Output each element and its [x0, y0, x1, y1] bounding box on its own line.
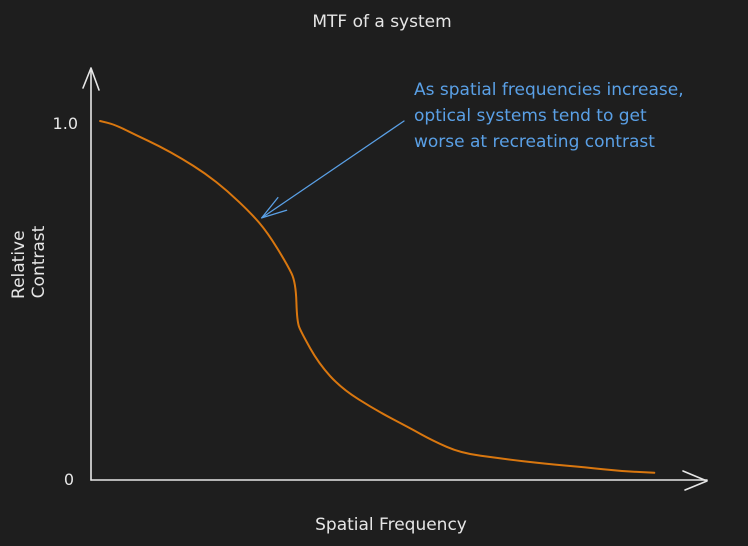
x-axis — [90, 470, 708, 491]
y-axis-label: Relative Contrast — [9, 225, 49, 299]
annotation-arrowhead — [261, 196, 288, 219]
y-axis-label-line-2: Contrast — [29, 225, 49, 298]
y-axis-label-line-1: Relative — [9, 230, 29, 299]
annotation-arrow — [261, 120, 405, 219]
x-axis-label: Spatial Frequency — [315, 515, 467, 535]
annotation: As spatial frequencies increase, optical… — [261, 80, 689, 219]
annotation-arrow-shaft — [261, 120, 405, 219]
series-layer — [99, 120, 656, 474]
y-axis-arrowhead — [82, 67, 100, 91]
y-tick-labels: 0 1.0 — [53, 114, 78, 489]
annotation-line-3: worse at recreating contrast — [414, 132, 655, 152]
mtf-curve-series-0 — [99, 120, 656, 474]
y-tick-label-zero: 0 — [64, 470, 74, 489]
x-axis-arrowhead — [682, 470, 708, 491]
annotation-line-1: As spatial frequencies increase, — [414, 80, 684, 100]
chart-title: MTF of a system — [312, 12, 451, 32]
annotation-text: As spatial frequencies increase, optical… — [414, 80, 689, 152]
y-tick-label-one: 1.0 — [53, 114, 78, 133]
y-axis — [82, 67, 100, 481]
annotation-line-2: optical systems tend to get — [414, 106, 647, 126]
